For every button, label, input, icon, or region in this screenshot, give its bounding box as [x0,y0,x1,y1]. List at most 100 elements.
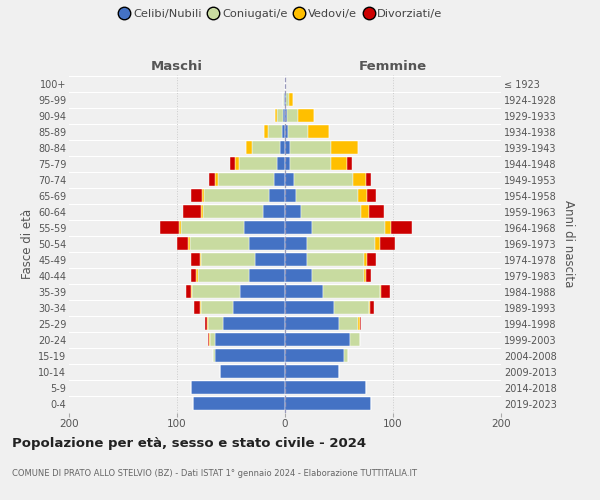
Bar [334,301,369,314]
Bar [283,93,284,106]
Bar [265,125,268,138]
Bar [201,301,233,314]
Bar [323,285,380,298]
Bar [381,285,390,298]
Bar [184,205,201,218]
Bar [285,365,339,378]
Bar [282,125,285,138]
Bar [366,269,371,282]
Bar [235,157,239,170]
Bar [192,285,239,298]
Bar [201,253,255,266]
Bar [285,109,287,122]
Bar [301,205,361,218]
Bar [200,301,201,314]
Bar [284,93,285,106]
Bar [361,205,369,218]
Bar [285,157,290,170]
Bar [212,349,215,362]
Bar [191,269,196,282]
Bar [369,301,370,314]
Bar [204,189,269,202]
Bar [286,93,289,106]
Bar [208,317,223,330]
Legend: Celibi/Nubili, Coniugati/e, Vedovi/e, Divorziati/e: Celibi/Nubili, Coniugati/e, Vedovi/e, Di… [118,6,446,22]
Bar [185,285,191,298]
Bar [285,285,323,298]
Bar [331,157,347,170]
Bar [391,221,412,234]
Bar [191,285,192,298]
Bar [202,189,204,202]
Bar [177,237,188,250]
Bar [359,317,361,330]
Bar [191,253,200,266]
Bar [358,189,367,202]
Bar [160,221,179,234]
Bar [307,237,374,250]
Bar [218,173,274,186]
Bar [285,253,307,266]
Bar [285,317,339,330]
Bar [285,349,344,362]
Y-axis label: Fasce di età: Fasce di età [20,208,34,279]
Bar [277,157,285,170]
Bar [366,173,371,186]
Bar [196,269,197,282]
Bar [191,189,202,202]
Bar [208,333,209,346]
Bar [287,109,298,122]
Bar [203,205,263,218]
Bar [285,221,312,234]
Bar [285,301,334,314]
Y-axis label: Anni di nascita: Anni di nascita [562,200,575,288]
Bar [220,365,285,378]
Text: Popolazione per età, sesso e stato civile - 2024: Popolazione per età, sesso e stato civil… [12,438,366,450]
Bar [205,317,207,330]
Bar [277,109,283,122]
Text: COMUNE DI PRATO ALLO STELVIO (BZ) - Dati ISTAT 1° gennaio 2024 - Elaborazione TU: COMUNE DI PRATO ALLO STELVIO (BZ) - Dati… [12,469,417,478]
Bar [215,349,285,362]
Bar [263,205,285,218]
Bar [285,237,307,250]
Bar [285,93,286,106]
Bar [239,157,277,170]
Bar [179,221,181,234]
Bar [233,301,285,314]
Bar [255,253,285,266]
Bar [285,205,301,218]
Bar [308,125,329,138]
Bar [369,205,385,218]
Bar [200,253,201,266]
Bar [215,173,218,186]
Bar [191,381,285,394]
Bar [280,141,285,154]
Bar [347,157,352,170]
Bar [181,221,244,234]
Bar [298,109,314,122]
Bar [194,301,200,314]
Bar [230,157,235,170]
Text: Femmine: Femmine [359,60,427,72]
Bar [285,141,290,154]
Bar [285,397,371,410]
Bar [274,173,285,186]
Bar [312,269,364,282]
Bar [353,173,366,186]
Bar [367,253,376,266]
Bar [370,301,374,314]
Bar [193,397,285,410]
Bar [374,237,380,250]
Bar [283,109,285,122]
Bar [364,269,366,282]
Bar [288,125,308,138]
Bar [268,125,282,138]
Bar [339,317,358,330]
Bar [246,141,251,154]
Bar [215,333,285,346]
Bar [293,173,353,186]
Bar [275,109,277,122]
Bar [201,205,203,218]
Bar [285,381,366,394]
Text: Maschi: Maschi [151,60,203,72]
